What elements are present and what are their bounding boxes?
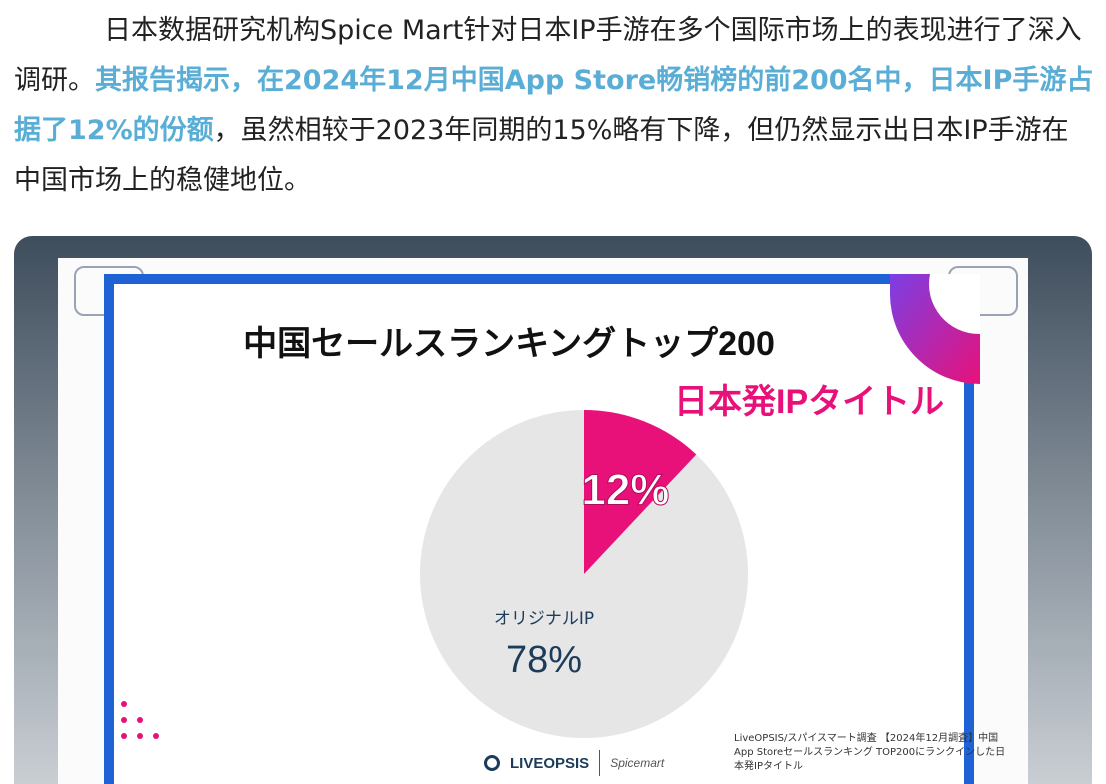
- article-text-1: 日本数据研究机构Spice Mart针对日本IP手游在多个国际市场上的表现进行了…: [14, 15, 1082, 96]
- article-paragraph: 日本数据研究机构Spice Mart针对日本IP手游在多个国际市场上的表现进行了…: [14, 6, 1094, 206]
- spicemart-logo-text: Spicemart: [610, 756, 665, 770]
- logo-area: LIVEOPSIS Spicemart: [484, 750, 664, 776]
- japan-ip-label: 日本発IPタイトル: [674, 383, 945, 421]
- source-note: LiveOPSIS/スパイスマート調査 【2024年12月調査】中国App St…: [734, 733, 1006, 772]
- pie-name-original-ip: オリジナルIP: [494, 609, 594, 629]
- image-stage: 中国セールスランキングトップ200 日本発IPタイトル 12% オリジナルIP 78…: [14, 236, 1092, 784]
- corner-arc-decoration: [890, 274, 980, 384]
- article-highlight: 其报告揭示，在2024年12月中国App Store畅销榜的前200名中，日本I…: [14, 65, 1094, 146]
- logo-divider: [599, 750, 601, 776]
- liveopsis-logo-icon: [484, 755, 500, 771]
- slide-title: 中国セールスランキングトップ200: [243, 325, 775, 363]
- pie-label-original-ip: 78%: [506, 639, 582, 681]
- dots-decoration: [121, 701, 159, 739]
- liveopsis-logo-text: LIVEOPSIS: [510, 754, 590, 772]
- article-text-2: ，虽然相较于2023年同期的15%略有下降，但仍然显示出日本IP手游在中国市场上…: [14, 115, 1069, 196]
- slide: 中国セールスランキングトップ200 日本発IPタイトル 12% オリジナルIP 78…: [58, 258, 1028, 784]
- pie-slice-japan-ip: [584, 410, 697, 574]
- pie-label-japan-ip: 12%: [581, 466, 669, 515]
- slide-frame: 中国セールスランキングトップ200 日本発IPタイトル 12% オリジナルIP 78…: [104, 274, 1005, 784]
- pie-chart: 12% オリジナルIP 78%: [420, 410, 748, 738]
